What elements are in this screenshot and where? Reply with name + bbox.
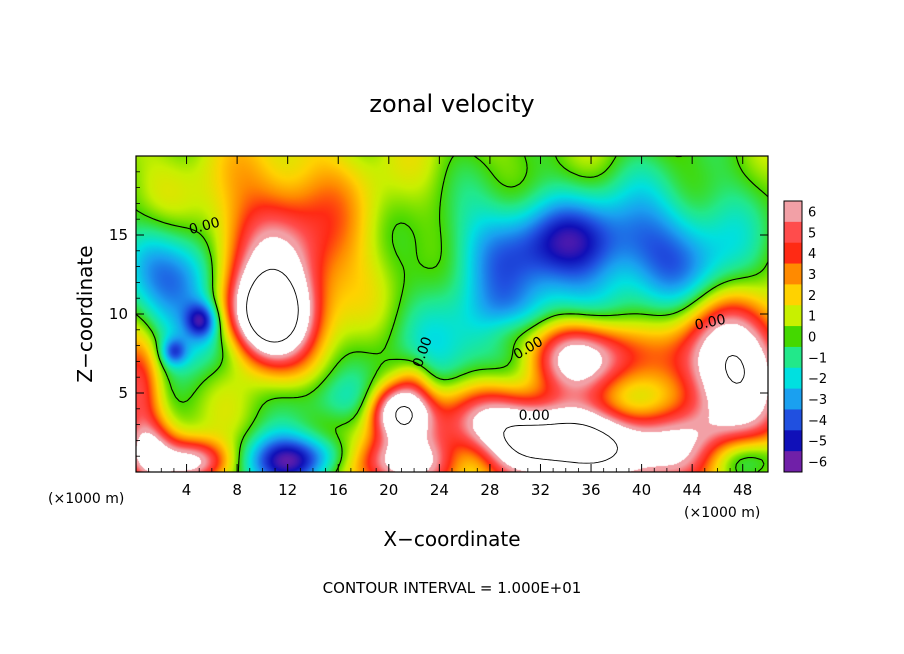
colorbar-swatch xyxy=(784,242,802,265)
x-units-left: (×1000 m) xyxy=(48,491,124,507)
colorbar-swatch xyxy=(784,409,802,431)
x-axis-ticks: 4 8 12 16 20 24 28 32 36 40 44 48 xyxy=(148,156,756,499)
colorbar-swatch xyxy=(784,430,802,452)
colorbar-label: 2 xyxy=(808,289,816,304)
contour-label: 0.00 xyxy=(187,215,221,239)
colorbar-label: 0 xyxy=(808,331,816,346)
heatmap-field xyxy=(136,156,768,472)
colorbar-label: 3 xyxy=(808,268,816,283)
colorbar-label: −6 xyxy=(808,456,827,471)
y-tick-label: 5 xyxy=(118,384,128,402)
colorbar-frame xyxy=(783,200,803,473)
x-tick-label: 20 xyxy=(379,481,398,499)
x-tick-label: 48 xyxy=(733,481,752,499)
x-tick-label: 44 xyxy=(683,481,702,499)
contour-interval-note: CONTOUR INTERVAL = 1.000E+01 xyxy=(323,579,582,597)
colorbar-label: −2 xyxy=(808,372,827,387)
contour-positive xyxy=(246,268,745,464)
colorbar-swatch xyxy=(784,263,802,285)
colorbar: 6 5 4 3 2 1 0 −1 −2 −3 −4 −5 −6 xyxy=(783,200,827,473)
colorbar-swatch xyxy=(784,451,802,473)
colorbar-label: 4 xyxy=(808,247,816,262)
colorbar-swatch xyxy=(784,305,802,327)
x-tick-label: 12 xyxy=(278,481,297,499)
y-axis-ticks: 5 10 15 xyxy=(109,171,768,457)
x-tick-label: 36 xyxy=(581,481,600,499)
contour-lines xyxy=(136,156,768,472)
x-units-right: (×1000 m) xyxy=(684,505,760,521)
x-axis-label: X−coordinate xyxy=(383,527,520,551)
colorbar-label: −4 xyxy=(808,414,827,429)
colorbar-swatch xyxy=(784,388,802,410)
colorbar-swatch xyxy=(784,284,802,306)
x-tick-label: 24 xyxy=(430,481,449,499)
y-axis-label: Z−coordinate xyxy=(73,245,97,382)
colorbar-swatch xyxy=(784,221,802,244)
x-tick-label: 4 xyxy=(182,481,192,499)
chart-title: zonal velocity xyxy=(369,90,534,118)
colorbar-label: 5 xyxy=(808,226,816,241)
y-tick-label: 10 xyxy=(109,305,128,323)
contour-zero xyxy=(136,156,768,472)
colorbar-label: 1 xyxy=(808,310,816,325)
colorbar-label: −1 xyxy=(808,351,827,366)
x-tick-label: 40 xyxy=(632,481,651,499)
colorbar-label: 6 xyxy=(808,205,816,220)
x-tick-label: 16 xyxy=(329,481,348,499)
colorbar-label: −3 xyxy=(808,393,827,408)
contour-label: 0.00 xyxy=(519,408,550,424)
colorbar-swatch xyxy=(784,367,802,390)
x-tick-label: 28 xyxy=(480,481,499,499)
x-tick-label: 32 xyxy=(531,481,550,499)
y-tick-label: 15 xyxy=(109,226,128,244)
colorbar-label: −5 xyxy=(808,435,827,450)
colorbar-swatch xyxy=(784,326,802,348)
x-tick-label: 8 xyxy=(232,481,242,499)
contour-label: 0.00 xyxy=(693,312,727,334)
colorbar-swatch xyxy=(784,201,802,223)
colorbar-swatch xyxy=(784,346,802,369)
